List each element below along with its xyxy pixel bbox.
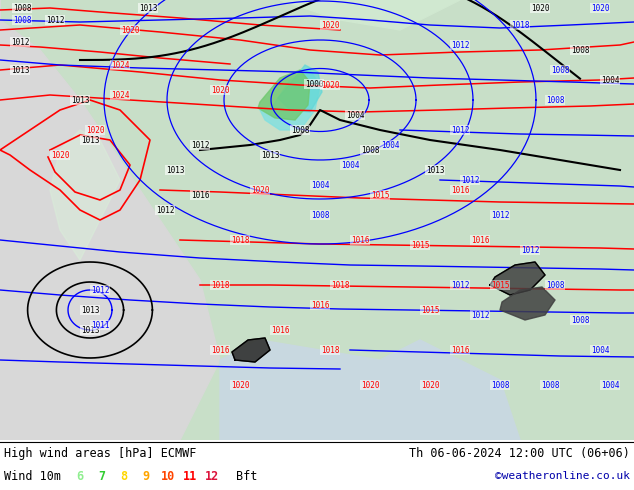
- Text: 1000: 1000: [305, 79, 323, 89]
- Text: 1015: 1015: [491, 280, 509, 290]
- Text: 1016: 1016: [311, 300, 329, 310]
- Text: 1011: 1011: [91, 320, 109, 329]
- Text: 1008: 1008: [571, 46, 589, 54]
- Text: 1012: 1012: [451, 41, 469, 49]
- Text: 1013: 1013: [71, 96, 89, 104]
- Text: 1013: 1013: [139, 3, 157, 13]
- Text: High wind areas [hPa] ECMWF: High wind areas [hPa] ECMWF: [4, 446, 197, 460]
- Text: 1016: 1016: [351, 236, 369, 245]
- Text: 1013: 1013: [426, 166, 444, 174]
- Text: 1004: 1004: [381, 141, 399, 149]
- Text: 1020: 1020: [361, 381, 379, 390]
- Text: 1012: 1012: [156, 205, 174, 215]
- Text: 1020: 1020: [321, 80, 339, 90]
- Polygon shape: [278, 65, 322, 112]
- Text: 1020: 1020: [51, 150, 69, 160]
- Text: ©weatheronline.co.uk: ©weatheronline.co.uk: [495, 471, 630, 481]
- Text: 1020: 1020: [531, 3, 549, 13]
- Text: 1020: 1020: [231, 381, 249, 390]
- Text: 1016: 1016: [271, 325, 289, 335]
- Text: 1008: 1008: [551, 66, 569, 74]
- Text: 1012: 1012: [191, 141, 209, 149]
- Text: 1024: 1024: [111, 60, 129, 70]
- Text: 1024: 1024: [111, 91, 129, 99]
- Text: 1008: 1008: [571, 316, 589, 324]
- Text: 1004: 1004: [346, 111, 365, 120]
- Text: 1012: 1012: [91, 286, 109, 294]
- Text: 1012: 1012: [521, 245, 540, 254]
- Text: 1015: 1015: [411, 241, 429, 249]
- Text: Wind 10m: Wind 10m: [4, 469, 61, 483]
- Text: 1008: 1008: [546, 96, 564, 104]
- Polygon shape: [232, 338, 270, 362]
- Polygon shape: [490, 262, 545, 295]
- Text: 1004: 1004: [601, 75, 619, 84]
- Text: 1020: 1020: [591, 3, 609, 13]
- Text: 1016: 1016: [210, 345, 230, 354]
- Text: 1008: 1008: [546, 280, 564, 290]
- Text: 1013: 1013: [165, 166, 184, 174]
- Text: 1013: 1013: [11, 66, 29, 74]
- Text: 1020: 1020: [86, 125, 104, 134]
- Text: 1004: 1004: [311, 180, 329, 190]
- Text: 1018: 1018: [331, 280, 349, 290]
- Text: 1016: 1016: [451, 345, 469, 354]
- Text: 7: 7: [98, 469, 106, 483]
- Text: 1015: 1015: [371, 191, 389, 199]
- Text: 6: 6: [77, 469, 84, 483]
- Polygon shape: [258, 70, 310, 120]
- Polygon shape: [500, 287, 555, 320]
- Text: 1012: 1012: [491, 211, 509, 220]
- Text: 11: 11: [183, 469, 197, 483]
- Text: 1016: 1016: [451, 186, 469, 195]
- Polygon shape: [0, 0, 200, 440]
- Polygon shape: [280, 0, 460, 30]
- Text: 1016: 1016: [191, 191, 209, 199]
- Text: 1013: 1013: [261, 150, 279, 160]
- Text: 1008: 1008: [491, 381, 509, 390]
- Text: 1008: 1008: [361, 146, 379, 154]
- Text: 1012: 1012: [451, 280, 469, 290]
- Polygon shape: [220, 340, 520, 440]
- Text: 1004: 1004: [601, 381, 619, 390]
- Text: 1008: 1008: [13, 16, 31, 24]
- Text: Bft: Bft: [236, 469, 257, 483]
- Text: 1012: 1012: [471, 311, 489, 319]
- Text: 10: 10: [161, 469, 175, 483]
- Text: 1020: 1020: [210, 85, 230, 95]
- Text: 1018: 1018: [210, 280, 230, 290]
- Text: 1008: 1008: [541, 381, 559, 390]
- Text: 1020: 1020: [421, 381, 439, 390]
- Polygon shape: [0, 0, 220, 440]
- Text: 1016: 1016: [471, 236, 489, 245]
- Text: 1018: 1018: [321, 345, 339, 354]
- Text: 1012: 1012: [451, 125, 469, 134]
- Text: 8: 8: [120, 469, 127, 483]
- Text: 1004: 1004: [591, 345, 609, 354]
- Text: 1008: 1008: [291, 125, 309, 134]
- Text: 1012: 1012: [11, 38, 29, 47]
- Polygon shape: [260, 70, 320, 130]
- Text: 1008: 1008: [311, 211, 329, 220]
- Text: 1004: 1004: [340, 161, 359, 170]
- Text: 1013: 1013: [81, 325, 100, 335]
- Text: 1018: 1018: [231, 236, 249, 245]
- Text: 1008: 1008: [13, 3, 31, 13]
- Text: 1018: 1018: [511, 21, 529, 29]
- Text: 1015: 1015: [421, 305, 439, 315]
- Text: Th 06-06-2024 12:00 UTC (06+06): Th 06-06-2024 12:00 UTC (06+06): [409, 446, 630, 460]
- Text: 1020: 1020: [251, 186, 269, 195]
- Text: 1013: 1013: [81, 305, 100, 315]
- Text: 1012: 1012: [46, 16, 64, 24]
- Text: 1012: 1012: [461, 175, 479, 185]
- Polygon shape: [50, 130, 120, 260]
- Text: 1020: 1020: [120, 25, 139, 34]
- Text: 1020: 1020: [321, 21, 339, 29]
- Text: 1013: 1013: [81, 136, 100, 145]
- Text: 9: 9: [143, 469, 150, 483]
- Text: 12: 12: [205, 469, 219, 483]
